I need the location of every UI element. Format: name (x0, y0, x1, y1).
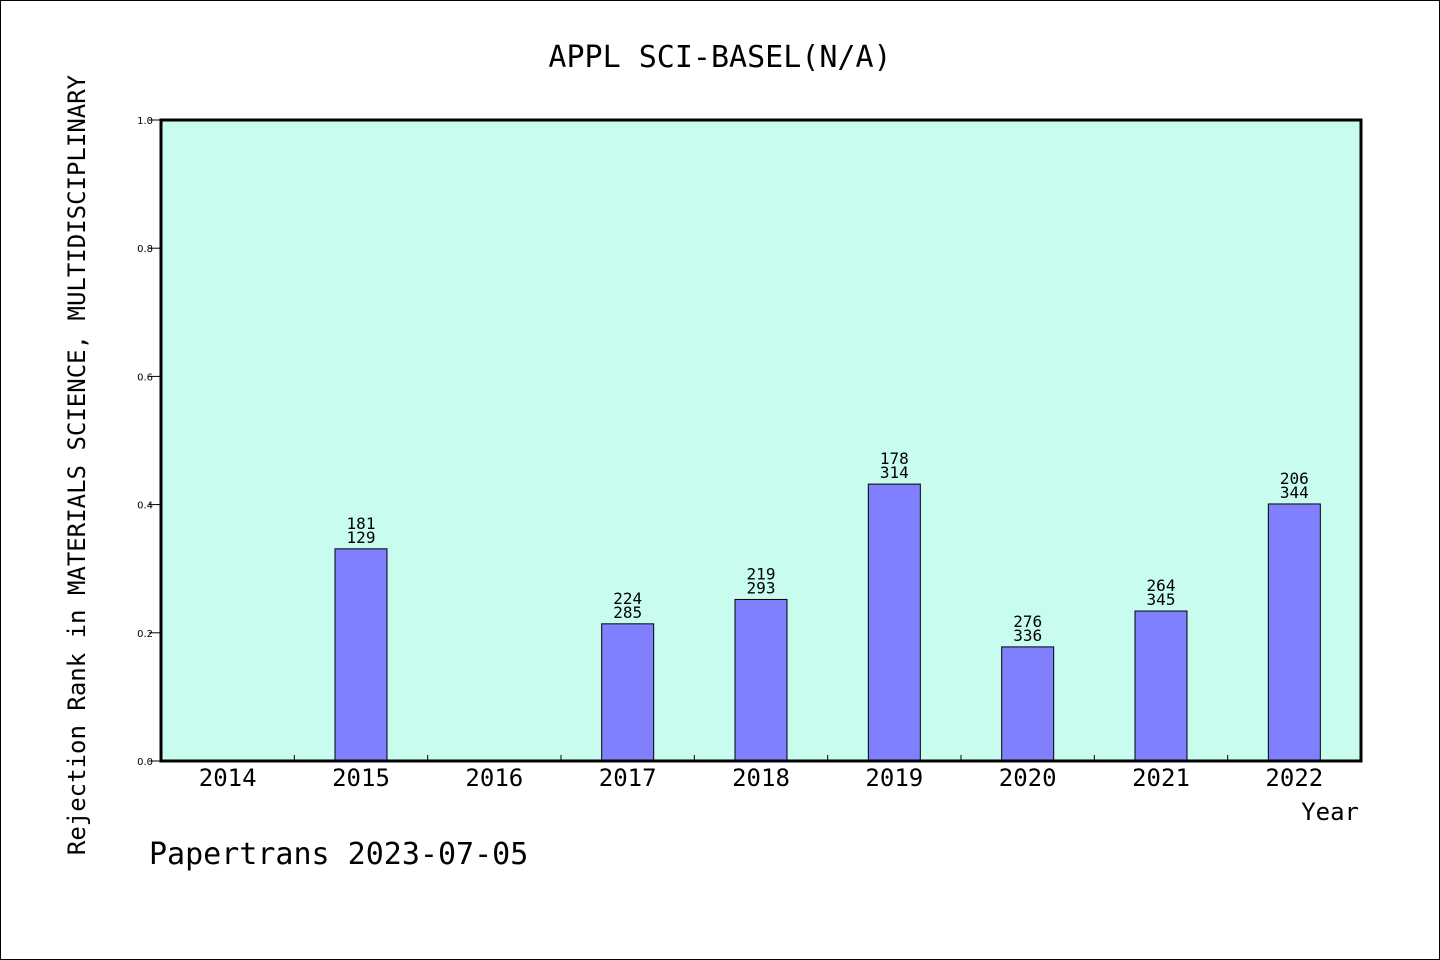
bar-label-top: 206 (1280, 469, 1309, 488)
plot-border (159, 118, 1363, 763)
bar-label-bottom: 285 (613, 603, 642, 622)
bar-label-bottom: 336 (1013, 626, 1042, 645)
y-tick-label: 0.4 (137, 501, 153, 512)
x-axis-label: Year (1301, 798, 1359, 826)
chart-title: APPL SCI-BASEL(N/A) (548, 40, 891, 75)
bar-label-top: 178 (880, 449, 909, 468)
bar-label-top: 224 (613, 589, 642, 608)
y-tick-label: 0.0 (137, 757, 153, 768)
x-tick-label: 2016 (465, 764, 523, 792)
bar-label-bottom: 344 (1280, 483, 1309, 502)
x-tick-label: 2020 (999, 764, 1057, 792)
x-tick-label: 2019 (865, 764, 923, 792)
bar-label-bottom: 129 (347, 528, 376, 547)
x-tick-label: 2017 (599, 764, 657, 792)
bar-label-top: 276 (1013, 612, 1042, 631)
bar (1267, 503, 1321, 762)
y-axis-label: Rejection Rank in MATERIALS SCIENCE, MUL… (63, 74, 91, 855)
y-tick-label: 1.0 (137, 116, 153, 127)
bar-label-top: 219 (747, 564, 776, 583)
x-tick-label: 2018 (732, 764, 790, 792)
bar-label-top: 264 (1147, 576, 1176, 595)
bar-label-bottom: 345 (1147, 590, 1176, 609)
x-tick-label: 2021 (1132, 764, 1190, 792)
x-tick-label: 2022 (1265, 764, 1323, 792)
bar (334, 548, 388, 762)
bar (734, 598, 788, 762)
y-tick-label: 0.8 (137, 244, 153, 255)
footer-watermark: Papertrans 2023-07-05 (149, 837, 528, 872)
bar (1001, 646, 1055, 762)
bar-label-bottom: 314 (880, 463, 909, 482)
bar (1134, 610, 1188, 762)
y-tick-label: 0.6 (137, 372, 153, 383)
x-tick-label: 2014 (199, 764, 257, 792)
bar-label-bottom: 293 (747, 578, 776, 597)
x-tick-label: 2015 (332, 764, 390, 792)
bar (867, 483, 921, 762)
bar-label-top: 181 (347, 514, 376, 533)
y-tick-label: 0.2 (137, 629, 153, 640)
bar (601, 623, 655, 762)
